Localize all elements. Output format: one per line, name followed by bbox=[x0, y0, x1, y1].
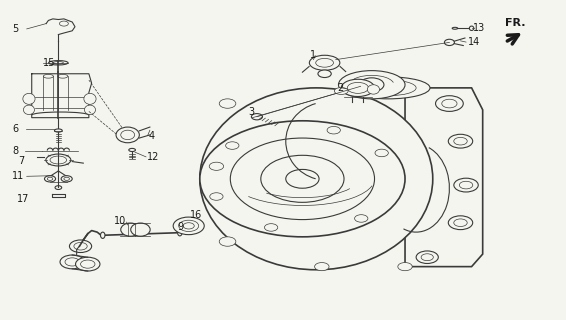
Circle shape bbox=[398, 262, 412, 271]
Ellipse shape bbox=[58, 74, 68, 78]
Ellipse shape bbox=[49, 60, 68, 65]
Circle shape bbox=[230, 138, 375, 220]
Ellipse shape bbox=[50, 156, 67, 164]
Text: 8: 8 bbox=[12, 146, 19, 156]
Circle shape bbox=[421, 254, 434, 261]
Ellipse shape bbox=[131, 223, 150, 236]
Circle shape bbox=[442, 99, 457, 108]
Circle shape bbox=[75, 257, 100, 271]
Circle shape bbox=[448, 134, 473, 148]
Circle shape bbox=[318, 70, 331, 77]
Ellipse shape bbox=[84, 93, 96, 104]
Text: 11: 11 bbox=[12, 171, 24, 181]
Text: 7: 7 bbox=[18, 156, 24, 166]
Text: FR.: FR. bbox=[505, 18, 525, 28]
Polygon shape bbox=[405, 88, 483, 267]
Ellipse shape bbox=[84, 105, 96, 115]
Ellipse shape bbox=[46, 154, 71, 166]
Text: 13: 13 bbox=[473, 23, 486, 33]
Ellipse shape bbox=[367, 85, 380, 94]
Ellipse shape bbox=[121, 223, 140, 236]
Text: 14: 14 bbox=[468, 37, 480, 47]
Ellipse shape bbox=[335, 88, 348, 94]
Circle shape bbox=[315, 262, 329, 271]
Text: 6: 6 bbox=[12, 124, 19, 134]
Ellipse shape bbox=[347, 77, 430, 99]
Circle shape bbox=[261, 155, 344, 202]
Circle shape bbox=[436, 96, 464, 111]
Ellipse shape bbox=[121, 130, 135, 140]
Ellipse shape bbox=[116, 127, 139, 143]
Circle shape bbox=[460, 181, 473, 189]
Text: 2: 2 bbox=[337, 84, 344, 93]
Circle shape bbox=[219, 99, 236, 108]
Circle shape bbox=[45, 176, 55, 182]
Ellipse shape bbox=[23, 93, 35, 104]
Circle shape bbox=[209, 162, 224, 170]
Text: 17: 17 bbox=[17, 194, 29, 204]
Circle shape bbox=[448, 216, 473, 230]
Text: 3: 3 bbox=[248, 107, 254, 117]
Circle shape bbox=[454, 219, 467, 227]
Ellipse shape bbox=[341, 79, 375, 97]
Text: 10: 10 bbox=[114, 216, 127, 226]
Ellipse shape bbox=[101, 232, 105, 238]
Circle shape bbox=[359, 78, 384, 92]
Ellipse shape bbox=[361, 80, 416, 96]
Text: 4: 4 bbox=[149, 131, 155, 140]
Circle shape bbox=[454, 137, 467, 145]
Text: 9: 9 bbox=[178, 222, 184, 232]
Ellipse shape bbox=[338, 71, 405, 99]
Circle shape bbox=[416, 251, 438, 263]
Text: 5: 5 bbox=[12, 24, 19, 34]
Text: 1: 1 bbox=[310, 50, 316, 60]
Text: 15: 15 bbox=[44, 58, 56, 68]
Ellipse shape bbox=[469, 26, 474, 30]
Ellipse shape bbox=[444, 39, 454, 45]
Ellipse shape bbox=[129, 148, 135, 152]
Text: 16: 16 bbox=[190, 210, 202, 220]
Ellipse shape bbox=[348, 82, 368, 93]
Circle shape bbox=[70, 240, 92, 252]
Ellipse shape bbox=[316, 58, 333, 67]
Circle shape bbox=[454, 178, 478, 192]
Circle shape bbox=[60, 255, 84, 269]
Circle shape bbox=[286, 169, 319, 188]
Circle shape bbox=[219, 237, 236, 246]
Text: 12: 12 bbox=[147, 152, 160, 162]
Circle shape bbox=[200, 121, 405, 237]
Ellipse shape bbox=[54, 129, 62, 132]
Ellipse shape bbox=[310, 55, 340, 70]
Ellipse shape bbox=[200, 88, 433, 270]
Circle shape bbox=[173, 217, 204, 235]
Circle shape bbox=[61, 176, 72, 182]
Ellipse shape bbox=[23, 105, 35, 115]
Ellipse shape bbox=[178, 230, 182, 236]
Ellipse shape bbox=[44, 74, 53, 78]
